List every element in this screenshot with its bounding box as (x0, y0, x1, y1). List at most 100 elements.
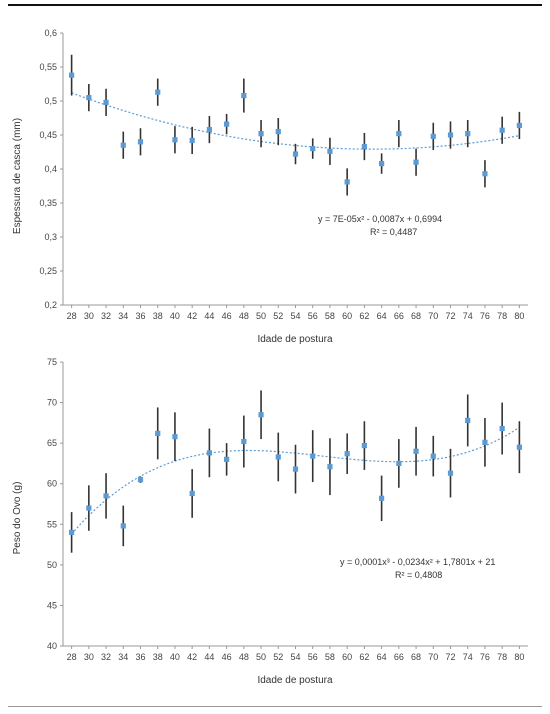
data-point (206, 126, 212, 133)
data-point (69, 72, 75, 78)
x-tick-label: 44 (204, 311, 214, 321)
data-point (172, 137, 178, 143)
data-point (310, 146, 316, 152)
y-tick-label: 0,25 (39, 266, 57, 276)
x-tick-label: 44 (204, 652, 214, 662)
data-point (396, 131, 402, 137)
data-point (155, 89, 161, 95)
x-tick-label: 68 (411, 652, 421, 662)
data-point (327, 148, 333, 154)
data-point (86, 95, 92, 101)
x-tick-label: 80 (514, 652, 524, 662)
x-tick-label: 64 (377, 311, 387, 321)
x-tick-label: 78 (497, 652, 507, 662)
x-tick-label: 76 (480, 311, 490, 321)
data-point (224, 121, 230, 127)
data-point (482, 439, 488, 445)
data-point (86, 505, 92, 511)
x-tick-label: 74 (463, 652, 473, 662)
data-point (275, 129, 281, 135)
y-tick-label: 0,5 (44, 96, 57, 106)
x-tick-label: 30 (84, 311, 94, 321)
x-tick-label: 48 (239, 311, 249, 321)
trend-equation: y = 7E-05x² - 0,0087x + 0,6994 (318, 214, 442, 224)
top-rule (8, 4, 542, 6)
data-point (499, 127, 505, 133)
data-point (327, 464, 333, 470)
y-tick-label: 40 (47, 641, 57, 651)
x-tick-label: 76 (480, 652, 490, 662)
data-point (120, 523, 126, 529)
x-tick-label: 40 (170, 311, 180, 321)
x-tick-label: 28 (67, 311, 77, 321)
data-point (310, 453, 316, 459)
data-point (379, 160, 385, 167)
x-tick-label: 46 (222, 311, 232, 321)
x-tick-label: 70 (428, 311, 438, 321)
x-tick-label: 54 (290, 311, 300, 321)
data-point (189, 490, 195, 497)
x-tick-label: 66 (394, 652, 404, 662)
x-tick-label: 32 (101, 652, 111, 662)
data-point (499, 425, 505, 432)
data-point (258, 412, 264, 418)
data-point (275, 454, 281, 460)
data-point (413, 448, 419, 454)
data-point (172, 434, 178, 440)
x-tick-label: 62 (359, 652, 369, 662)
y-tick-label: 0,3 (44, 232, 57, 242)
data-point (344, 451, 350, 457)
x-tick-label: 36 (135, 311, 145, 321)
x-tick-label: 34 (118, 311, 128, 321)
data-point (206, 450, 212, 456)
data-point (344, 179, 350, 185)
data-point (379, 495, 385, 501)
data-point (103, 493, 109, 499)
data-point (189, 137, 195, 144)
data-point (430, 133, 436, 139)
y-tick-label: 45 (47, 600, 57, 610)
x-tick-label: 50 (256, 311, 266, 321)
x-tick-label: 32 (101, 311, 111, 321)
x-tick-label: 42 (187, 311, 197, 321)
y-tick-label: 55 (47, 519, 57, 529)
x-tick-label: 56 (308, 652, 318, 662)
y-tick-label: 0,35 (39, 198, 57, 208)
x-tick-label: 58 (325, 311, 335, 321)
data-point (103, 99, 109, 105)
x-tick-label: 58 (325, 652, 335, 662)
x-tick-label: 56 (308, 311, 318, 321)
data-point (361, 143, 367, 150)
data-point (241, 92, 247, 99)
data-point (292, 151, 299, 157)
data-point (482, 171, 488, 177)
y-tick-label: 70 (47, 398, 57, 408)
x-tick-label: 52 (273, 311, 283, 321)
x-tick-label: 68 (411, 311, 421, 321)
x-tick-label: 30 (84, 652, 94, 662)
y-axis-title: Peso do Ovo (g) (12, 482, 23, 555)
data-point (155, 430, 161, 437)
x-tick-label: 28 (67, 652, 77, 662)
x-tick-label: 66 (394, 311, 404, 321)
data-point (516, 122, 522, 129)
r-squared: R² = 0,4487 (370, 227, 417, 237)
y-tick-label: 0,4 (44, 164, 57, 174)
data-point (396, 460, 402, 467)
r-squared: R² = 0,4808 (395, 570, 442, 580)
x-tick-label: 74 (463, 311, 473, 321)
y-tick-label: 0,55 (39, 62, 57, 72)
trendline (71, 92, 520, 150)
data-point (465, 131, 471, 137)
y-tick-label: 0,2 (44, 300, 57, 310)
y-tick-label: 50 (47, 560, 57, 570)
data-point (516, 444, 522, 450)
data-point (292, 466, 299, 472)
trend-equation: y = 0,0001x³ - 0,0234x² + 1,7801x + 21 (340, 557, 495, 567)
x-tick-label: 52 (273, 652, 283, 662)
y-tick-label: 60 (47, 479, 57, 489)
x-tick-label: 40 (170, 652, 180, 662)
x-tick-label: 42 (187, 652, 197, 662)
data-point (241, 438, 247, 445)
x-tick-label: 38 (153, 311, 163, 321)
